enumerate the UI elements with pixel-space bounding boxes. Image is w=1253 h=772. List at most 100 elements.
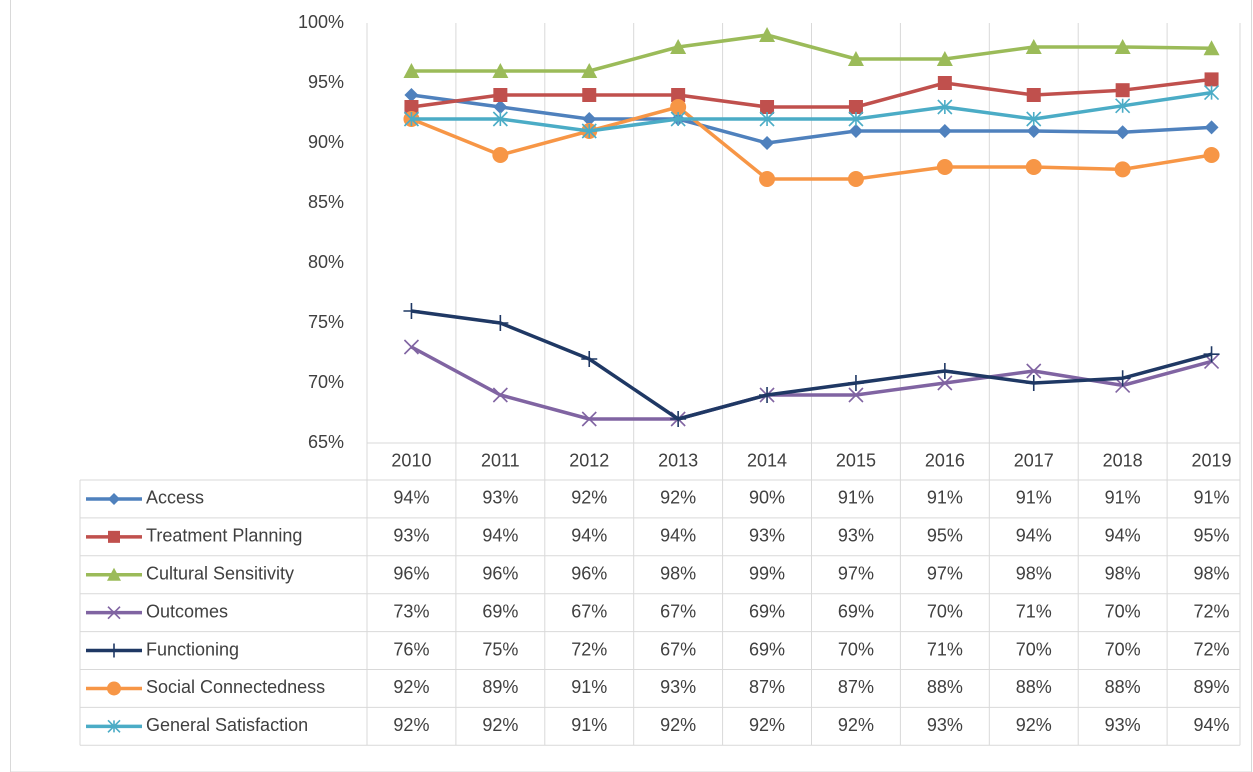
- value-label: 92%: [838, 715, 874, 735]
- x-tick-label: 2016: [925, 450, 965, 470]
- marker: [492, 111, 508, 127]
- chart-border: [10, 0, 1252, 772]
- value-label: 97%: [927, 564, 963, 584]
- value-label: 92%: [749, 715, 785, 735]
- legend-label: Social Connectedness: [146, 677, 325, 697]
- marker: [670, 39, 687, 54]
- marker: [937, 124, 952, 138]
- x-tick-label: 2015: [836, 450, 876, 470]
- legend-label: Functioning: [146, 639, 239, 659]
- marker: [760, 100, 775, 114]
- legend-label: Access: [146, 488, 204, 508]
- value-label: 91%: [927, 488, 963, 508]
- marker: [670, 99, 687, 115]
- value-label: 70%: [1016, 639, 1052, 659]
- value-label: 92%: [660, 715, 696, 735]
- marker: [847, 51, 864, 66]
- legend-label: Cultural Sensitivity: [146, 564, 294, 584]
- marker: [847, 171, 864, 187]
- marker: [107, 681, 121, 696]
- value-label: 67%: [660, 639, 696, 659]
- marker: [936, 51, 953, 66]
- value-label: 94%: [482, 526, 518, 546]
- value-label: 67%: [660, 601, 696, 621]
- marker: [1026, 124, 1041, 138]
- marker: [848, 100, 863, 114]
- x-tick-label: 2019: [1192, 450, 1232, 470]
- marker: [492, 147, 509, 163]
- marker: [1026, 111, 1042, 127]
- marker: [582, 88, 597, 102]
- value-label: 98%: [660, 564, 696, 584]
- legend-label: Treatment Planning: [146, 526, 302, 546]
- marker: [108, 492, 120, 505]
- value-label: 96%: [482, 564, 518, 584]
- marker: [1115, 125, 1130, 140]
- marker: [759, 387, 776, 403]
- legend-label: Outcomes: [146, 601, 228, 621]
- marker: [581, 63, 598, 78]
- marker: [937, 99, 953, 115]
- value-label: 71%: [927, 639, 963, 659]
- marker: [848, 124, 863, 138]
- marker: [404, 100, 419, 114]
- marker: [670, 411, 687, 427]
- x-tick-label: 2012: [569, 450, 609, 470]
- value-label: 94%: [660, 526, 696, 546]
- marker: [492, 315, 509, 331]
- marker: [760, 136, 775, 150]
- marker: [1204, 72, 1219, 87]
- value-label: 70%: [927, 601, 963, 621]
- y-tick-label: 65%: [308, 432, 344, 452]
- marker: [581, 123, 597, 139]
- marker: [1114, 39, 1131, 54]
- value-label: 96%: [571, 564, 607, 584]
- value-label: 97%: [838, 564, 874, 584]
- marker: [759, 111, 775, 127]
- marker: [493, 100, 508, 114]
- x-tick-label: 2018: [1103, 450, 1143, 470]
- y-tick-label: 75%: [308, 312, 344, 332]
- marker: [403, 111, 420, 127]
- marker: [1204, 120, 1219, 135]
- y-tick-label: 90%: [308, 132, 344, 152]
- value-label: 72%: [571, 639, 607, 659]
- marker: [492, 63, 509, 78]
- value-label: 91%: [571, 715, 607, 735]
- value-label: 89%: [482, 677, 518, 697]
- marker: [759, 27, 776, 42]
- value-label: 96%: [393, 564, 429, 584]
- marker: [1203, 85, 1220, 101]
- y-tick-label: 70%: [308, 372, 344, 392]
- value-label: 73%: [393, 601, 429, 621]
- value-label: 69%: [749, 601, 785, 621]
- marker: [403, 303, 420, 319]
- value-label: 94%: [393, 488, 429, 508]
- marker: [1203, 147, 1220, 163]
- value-label: 88%: [1105, 677, 1141, 697]
- value-label: 72%: [1194, 639, 1230, 659]
- value-label: 92%: [660, 488, 696, 508]
- value-label: 88%: [927, 677, 963, 697]
- value-label: 89%: [1194, 677, 1230, 697]
- marker: [107, 643, 121, 658]
- value-label: 95%: [1194, 526, 1230, 546]
- x-tick-label: 2017: [1014, 450, 1054, 470]
- value-label: 70%: [1105, 601, 1141, 621]
- series-line: [411, 309, 1213, 421]
- value-label: 99%: [749, 564, 785, 584]
- marker: [493, 88, 508, 102]
- marker: [671, 88, 686, 102]
- value-label: 94%: [1194, 715, 1230, 735]
- marker: [1114, 370, 1131, 387]
- marker: [107, 606, 121, 620]
- legend-label: General Satisfaction: [146, 715, 308, 735]
- marker: [937, 375, 953, 391]
- marker: [759, 171, 776, 187]
- y-tick-label: 100%: [298, 12, 344, 32]
- series-line: [411, 77, 1212, 109]
- x-tick-label: 2014: [747, 450, 787, 470]
- marker: [492, 387, 508, 403]
- value-label: 91%: [838, 488, 874, 508]
